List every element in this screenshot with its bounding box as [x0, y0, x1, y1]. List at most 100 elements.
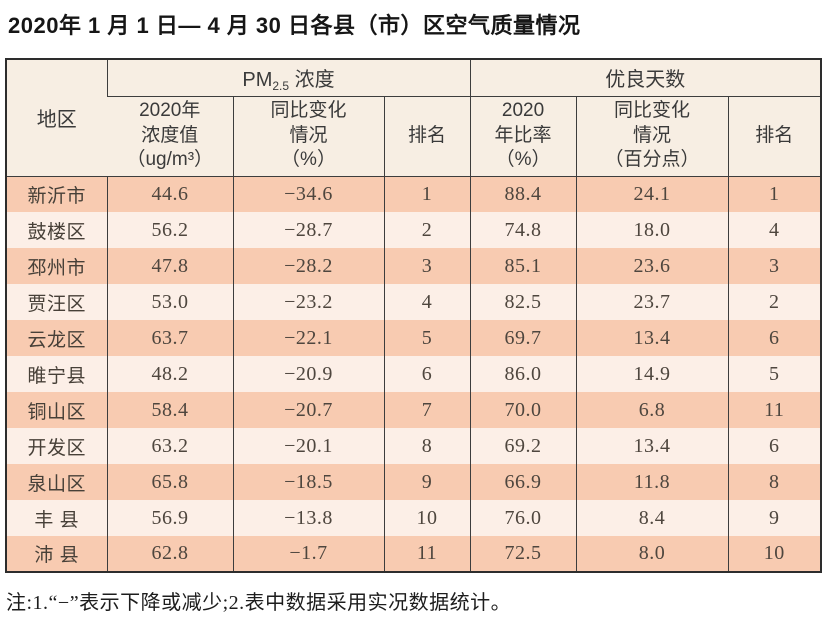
cell-pm-rank: 9 [383, 464, 471, 500]
cell-pm-rank: 4 [383, 284, 471, 320]
cell-days-ratio: 70.0 [469, 392, 577, 428]
cell-pm-value: 47.8 [106, 248, 233, 284]
header-days-change: 同比变化 情况 （百分点） [575, 96, 729, 177]
cell-pm-change: −28.2 [232, 248, 384, 284]
cell-days-rank: 5 [727, 356, 822, 392]
pm-label-prefix: PM [242, 68, 273, 91]
table-row: 新沂市 44.6 −34.6 1 88.4 24.1 1 [6, 176, 822, 212]
cell-region: 开发区 [27, 437, 86, 459]
cell-pm-change: −20.7 [232, 392, 384, 428]
cell-pm-value: 58.4 [106, 392, 233, 428]
cell-days-rank: 6 [727, 320, 822, 356]
pm-label-subscript: 2.5 [272, 78, 290, 93]
page-title: 2020年 1 月 1 日— 4 月 30 日各县（市）区空气质量情况 [8, 13, 581, 38]
table-header: 地区 PM2.5 浓度 优良天数 2020年 浓度值 （ug/m³） 同比变化 … [6, 59, 822, 177]
cell-pm-rank: 7 [383, 392, 471, 428]
cell-days-change: 13.4 [575, 428, 729, 464]
header-days-rank: 排名 [727, 96, 822, 177]
cell-days-change: 6.8 [575, 392, 729, 428]
header-pm-rank: 排名 [383, 96, 471, 177]
cell-pm-change: −28.7 [232, 212, 384, 248]
cell-days-ratio: 82.5 [469, 284, 577, 320]
cell-days-ratio: 69.2 [469, 428, 577, 464]
cell-days-ratio: 85.1 [469, 248, 577, 284]
table-row: 沛 县 62.8 −1.7 11 72.5 8.0 10 [6, 536, 822, 572]
cell-pm-rank: 10 [383, 500, 471, 536]
air-quality-table: 地区 PM2.5 浓度 优良天数 2020年 浓度值 （ug/m³） 同比变化 … [5, 58, 823, 573]
cell-days-rank: 3 [727, 248, 822, 284]
table-row: 邳州市 47.8 −28.2 3 85.1 23.6 3 [6, 248, 822, 284]
cell-pm-rank: 8 [383, 428, 471, 464]
table-row: 丰 县 56.9 −13.8 10 76.0 8.4 9 [6, 500, 822, 536]
header-days-ratio: 2020 年比率 （%） [469, 96, 577, 177]
cell-days-change: 23.7 [575, 284, 729, 320]
cell-pm-rank: 1 [383, 176, 471, 212]
cell-pm-change: −23.2 [232, 284, 384, 320]
pm-label-suffix: 浓度 [289, 68, 335, 91]
cell-region: 丰 县 [34, 509, 80, 531]
cell-pm-value: 44.6 [106, 176, 233, 212]
cell-region: 云龙区 [27, 329, 86, 351]
cell-region: 新沂市 [27, 185, 86, 207]
cell-days-change: 8.4 [575, 500, 729, 536]
cell-pm-value: 48.2 [106, 356, 233, 392]
table-row: 睢宁县 48.2 −20.9 6 86.0 14.9 5 [6, 356, 822, 392]
cell-days-rank: 10 [727, 536, 822, 572]
cell-pm-value: 63.7 [106, 320, 233, 356]
table-row: 鼓楼区 56.2 −28.7 2 74.8 18.0 4 [6, 212, 822, 248]
cell-pm-value: 56.9 [106, 500, 233, 536]
cell-pm-change: −34.6 [232, 176, 384, 212]
table-body: 新沂市 44.6 −34.6 1 88.4 24.1 1 鼓楼区 56.2 −2… [6, 176, 822, 572]
cell-pm-change: −18.5 [232, 464, 384, 500]
cell-pm-rank: 6 [383, 356, 471, 392]
cell-days-rank: 2 [727, 284, 822, 320]
cell-pm-rank: 11 [383, 536, 471, 572]
cell-days-rank: 1 [727, 176, 822, 212]
header-group-good-days: 优良天数 [469, 59, 822, 97]
cell-days-change: 13.4 [575, 320, 729, 356]
cell-days-ratio: 66.9 [469, 464, 577, 500]
cell-pm-rank: 2 [383, 212, 471, 248]
cell-days-rank: 6 [727, 428, 822, 464]
cell-pm-value: 62.8 [106, 536, 233, 572]
cell-days-change: 18.0 [575, 212, 729, 248]
cell-days-ratio: 76.0 [469, 500, 577, 536]
cell-days-rank: 9 [727, 500, 822, 536]
cell-days-change: 24.1 [575, 176, 729, 212]
cell-pm-change: −1.7 [232, 536, 384, 572]
header-row-subcolumns: 2020年 浓度值 （ug/m³） 同比变化 情况 （%） 排名 2020 年比… [6, 96, 822, 177]
cell-pm-rank: 5 [383, 320, 471, 356]
header-region: 地区 [6, 59, 107, 177]
cell-days-ratio: 69.7 [469, 320, 577, 356]
cell-days-ratio: 74.8 [469, 212, 577, 248]
cell-region: 鼓楼区 [27, 221, 86, 243]
cell-region: 铜山区 [27, 401, 86, 423]
cell-days-ratio: 86.0 [469, 356, 577, 392]
header-pm-value: 2020年 浓度值 （ug/m³） [107, 96, 233, 177]
cell-pm-rank: 3 [383, 248, 471, 284]
cell-days-rank: 11 [727, 392, 822, 428]
table-row: 铜山区 58.4 −20.7 7 70.0 6.8 11 [6, 392, 822, 428]
header-pm-change: 同比变化 情况 （%） [232, 96, 384, 177]
table-row: 开发区 63.2 −20.1 8 69.2 13.4 6 [6, 428, 822, 464]
footnote: 注:1.“−”表示下降或减少;2.表中数据采用实况数据统计。 [6, 592, 512, 614]
cell-days-change: 11.8 [575, 464, 729, 500]
cell-region: 贾汪区 [27, 293, 86, 315]
cell-pm-change: −13.8 [232, 500, 384, 536]
cell-region: 沛 县 [34, 545, 80, 566]
cell-days-rank: 8 [727, 464, 822, 500]
cell-days-rank: 4 [727, 212, 822, 248]
cell-pm-value: 65.8 [106, 464, 233, 500]
cell-pm-change: −20.1 [232, 428, 384, 464]
cell-region: 泉山区 [27, 473, 86, 495]
cell-region: 邳州市 [27, 257, 86, 279]
table-row: 泉山区 65.8 −18.5 9 66.9 11.8 8 [6, 464, 822, 500]
header-row-groups: 地区 PM2.5 浓度 优良天数 [6, 59, 822, 177]
header-group-pm25: PM2.5 浓度 [106, 59, 471, 97]
cell-days-ratio: 88.4 [469, 176, 577, 212]
cell-pm-value: 63.2 [106, 428, 233, 464]
cell-pm-value: 56.2 [106, 212, 233, 248]
cell-days-change: 14.9 [575, 356, 729, 392]
cell-pm-change: −22.1 [232, 320, 384, 356]
table-row: 贾汪区 53.0 −23.2 4 82.5 23.7 2 [6, 284, 822, 320]
